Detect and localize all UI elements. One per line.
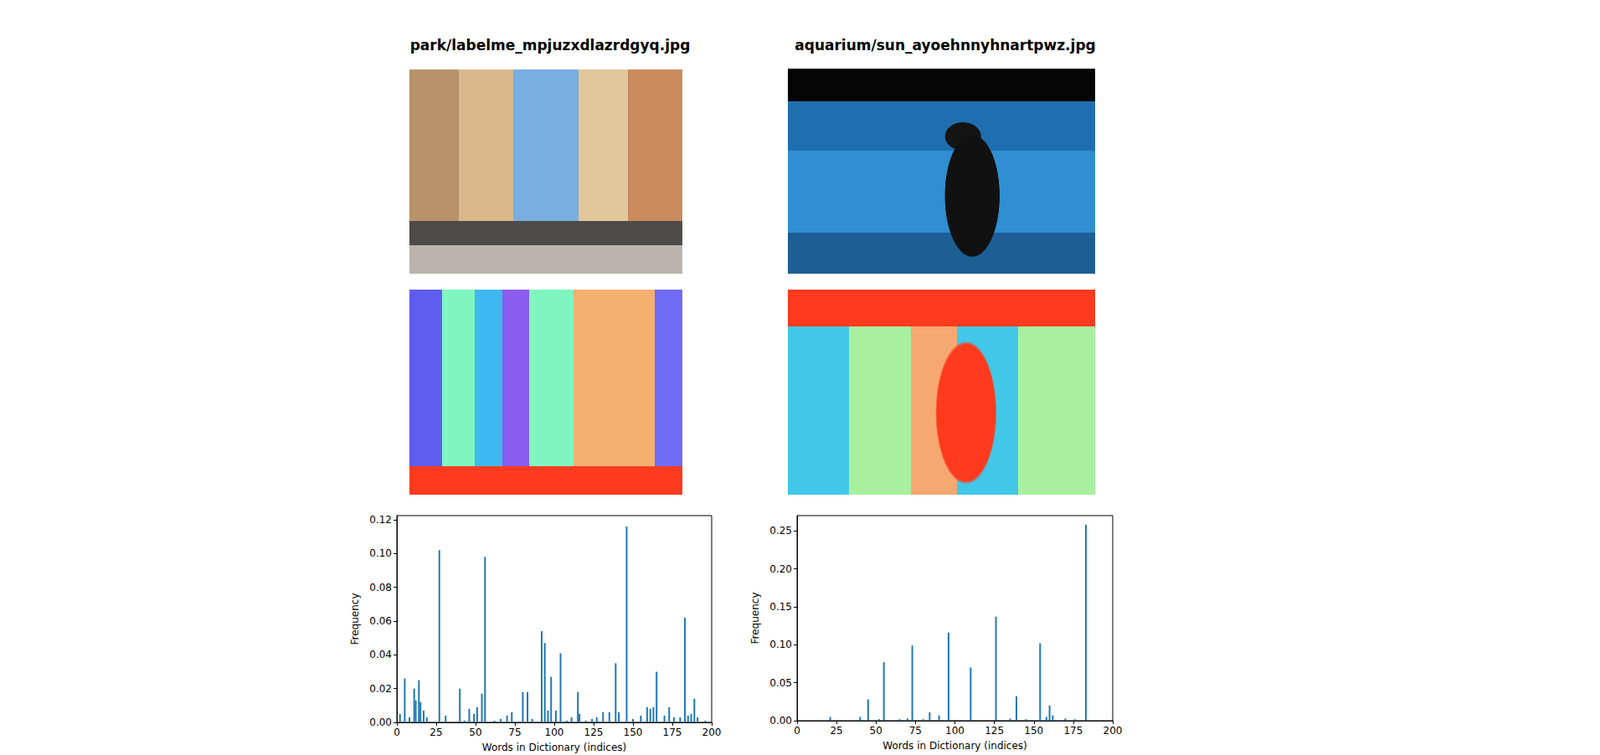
svg-text:0.25: 0.25 xyxy=(769,524,793,537)
svg-text:150: 150 xyxy=(1023,725,1044,737)
svg-text:0.00: 0.00 xyxy=(369,716,392,729)
svg-text:0.10: 0.10 xyxy=(769,638,793,651)
svg-text:125: 125 xyxy=(984,725,1004,737)
svg-text:175: 175 xyxy=(1063,725,1083,737)
svg-text:0.08: 0.08 xyxy=(369,581,392,594)
svg-text:50: 50 xyxy=(468,726,482,739)
svg-text:0.06: 0.06 xyxy=(369,615,392,628)
svg-text:0.05: 0.05 xyxy=(769,677,793,690)
svg-text:75: 75 xyxy=(909,725,922,737)
svg-text:Frequency: Frequency xyxy=(349,593,361,646)
svg-text:0.12: 0.12 xyxy=(369,514,392,526)
svg-text:150: 150 xyxy=(623,726,644,739)
svg-text:park/labelme_mpjuzxdlazrdgyq.j: park/labelme_mpjuzxdlazrdgyq.jpg xyxy=(410,36,691,54)
svg-text:50: 50 xyxy=(869,725,883,737)
svg-text:Words in Dictionary (indices): Words in Dictionary (indices) xyxy=(482,741,628,754)
svg-text:25: 25 xyxy=(829,725,843,737)
svg-text:0: 0 xyxy=(393,726,401,739)
svg-text:100: 100 xyxy=(545,726,565,739)
svg-text:0.15: 0.15 xyxy=(769,601,793,613)
svg-text:200: 200 xyxy=(702,726,722,739)
svg-text:0.10: 0.10 xyxy=(369,547,392,560)
svg-text:0.00: 0.00 xyxy=(769,715,793,727)
svg-text:0.04: 0.04 xyxy=(369,648,392,661)
svg-text:200: 200 xyxy=(1103,725,1123,737)
svg-text:175: 175 xyxy=(663,726,683,739)
svg-text:Frequency: Frequency xyxy=(749,592,762,645)
svg-text:0: 0 xyxy=(793,725,801,737)
svg-text:Words in Dictionary (indices): Words in Dictionary (indices) xyxy=(882,740,1028,752)
svg-text:0.02: 0.02 xyxy=(369,683,392,695)
svg-text:75: 75 xyxy=(508,726,521,739)
svg-text:100: 100 xyxy=(945,725,965,737)
svg-text:aquarium/sun_ayoehnnyhnartpwz.: aquarium/sun_ayoehnnyhnartpwz.jpg xyxy=(794,36,1096,54)
svg-text:125: 125 xyxy=(584,726,604,739)
svg-text:25: 25 xyxy=(429,726,443,739)
svg-text:0.20: 0.20 xyxy=(769,563,793,576)
